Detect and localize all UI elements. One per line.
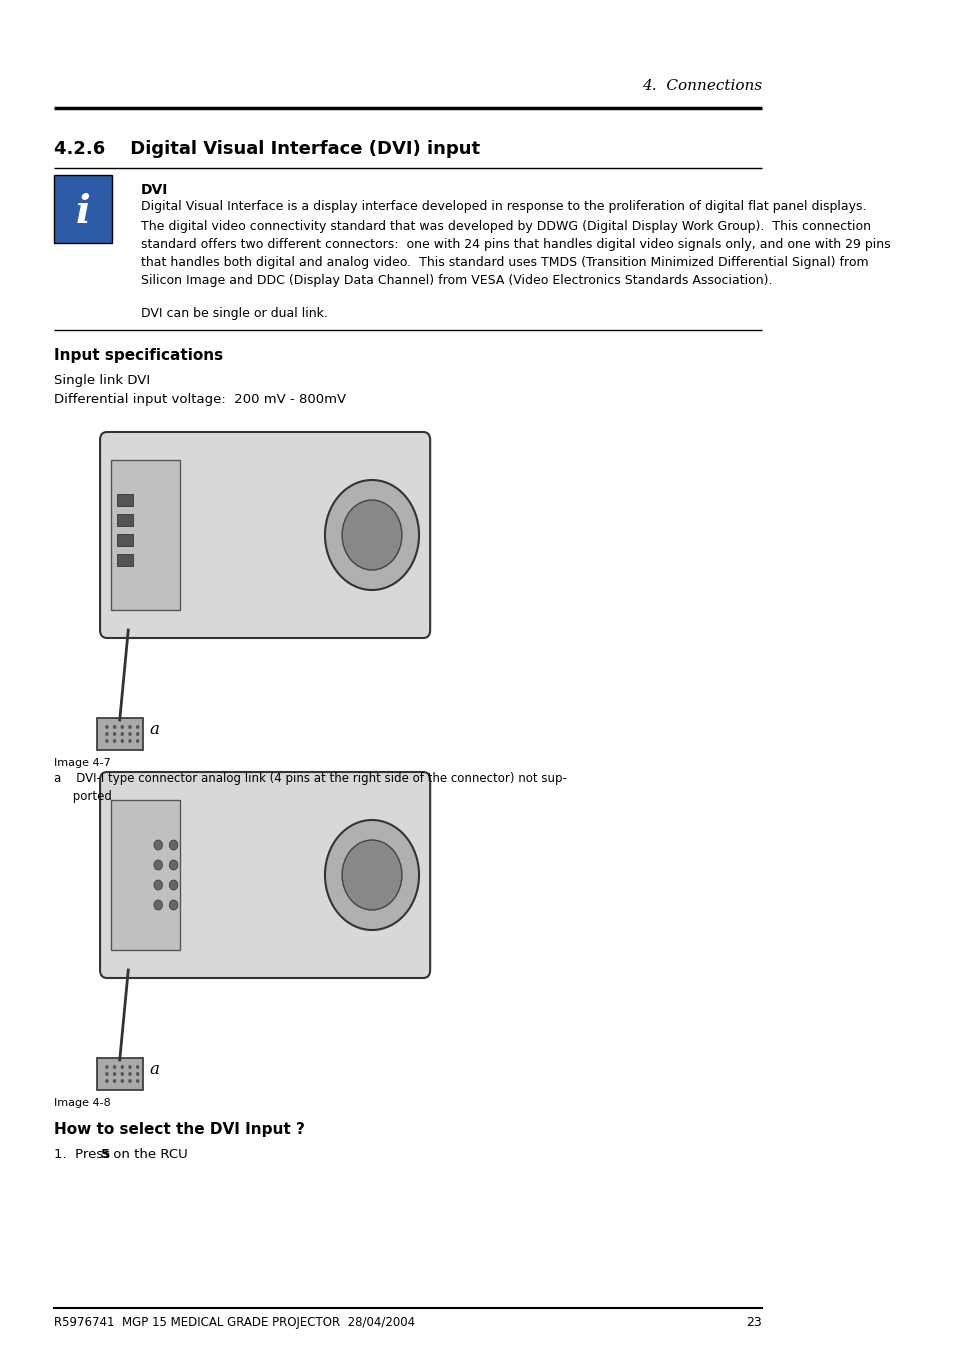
Circle shape: [105, 739, 109, 743]
Circle shape: [136, 1071, 139, 1075]
Text: a    DVI-I type connector analog link (4 pins at the right side of the connector: a DVI-I type connector analog link (4 pi…: [53, 771, 566, 802]
Circle shape: [120, 739, 124, 743]
Text: i: i: [75, 193, 91, 231]
Circle shape: [120, 725, 124, 730]
Text: Digital Visual Interface is a display interface developed in response to the pro: Digital Visual Interface is a display in…: [141, 200, 865, 213]
Circle shape: [112, 1079, 116, 1084]
Circle shape: [128, 739, 132, 743]
Circle shape: [120, 1079, 124, 1084]
Circle shape: [169, 880, 177, 890]
Text: R5976741  MGP 15 MEDICAL GRADE PROJECTOR  28/04/2004: R5976741 MGP 15 MEDICAL GRADE PROJECTOR …: [53, 1316, 415, 1329]
Circle shape: [105, 1065, 109, 1069]
Circle shape: [342, 500, 401, 570]
Circle shape: [169, 840, 177, 850]
FancyBboxPatch shape: [117, 513, 132, 526]
FancyBboxPatch shape: [117, 554, 132, 566]
FancyBboxPatch shape: [53, 176, 112, 243]
Text: on the RCU: on the RCU: [110, 1148, 188, 1161]
Text: 1.  Press: 1. Press: [53, 1148, 114, 1161]
FancyBboxPatch shape: [112, 800, 179, 950]
FancyBboxPatch shape: [117, 534, 132, 546]
Circle shape: [105, 725, 109, 730]
Text: a: a: [150, 721, 159, 739]
Circle shape: [112, 1071, 116, 1075]
Text: Differential input voltage:  200 mV - 800mV: Differential input voltage: 200 mV - 800…: [53, 393, 346, 407]
Circle shape: [128, 732, 132, 736]
Circle shape: [105, 1079, 109, 1084]
Text: The digital video connectivity standard that was developed by DDWG (Digital Disp: The digital video connectivity standard …: [141, 220, 890, 286]
Circle shape: [153, 900, 162, 911]
Text: Input specifications: Input specifications: [53, 349, 223, 363]
Circle shape: [120, 732, 124, 736]
Circle shape: [136, 725, 139, 730]
Circle shape: [325, 480, 418, 590]
Circle shape: [153, 840, 162, 850]
Circle shape: [169, 900, 177, 911]
Circle shape: [153, 880, 162, 890]
Text: DVI can be single or dual link.: DVI can be single or dual link.: [141, 307, 328, 320]
Circle shape: [153, 861, 162, 870]
Circle shape: [128, 1071, 132, 1075]
Text: a: a: [150, 1062, 159, 1078]
Text: DVI: DVI: [141, 182, 169, 197]
Circle shape: [128, 1079, 132, 1084]
Circle shape: [169, 861, 177, 870]
Circle shape: [128, 1065, 132, 1069]
Text: 5: 5: [101, 1148, 110, 1161]
Circle shape: [342, 840, 401, 911]
Text: 4.  Connections: 4. Connections: [641, 78, 761, 93]
Text: Image 4-8: Image 4-8: [53, 1098, 111, 1108]
Circle shape: [112, 739, 116, 743]
Circle shape: [136, 739, 139, 743]
Text: Image 4-7: Image 4-7: [53, 758, 111, 767]
FancyBboxPatch shape: [96, 1058, 143, 1090]
FancyBboxPatch shape: [96, 717, 143, 750]
Circle shape: [112, 732, 116, 736]
Circle shape: [105, 1071, 109, 1075]
FancyBboxPatch shape: [100, 432, 430, 638]
Circle shape: [120, 1071, 124, 1075]
Circle shape: [112, 1065, 116, 1069]
FancyBboxPatch shape: [112, 459, 179, 611]
Text: 23: 23: [745, 1316, 761, 1329]
Circle shape: [128, 725, 132, 730]
Text: Single link DVI: Single link DVI: [53, 374, 150, 386]
FancyBboxPatch shape: [100, 771, 430, 978]
FancyBboxPatch shape: [117, 494, 132, 507]
Circle shape: [136, 1065, 139, 1069]
Circle shape: [136, 732, 139, 736]
Text: How to select the DVI Input ?: How to select the DVI Input ?: [53, 1121, 304, 1138]
Circle shape: [120, 1065, 124, 1069]
Circle shape: [325, 820, 418, 929]
Text: 4.2.6    Digital Visual Interface (DVI) input: 4.2.6 Digital Visual Interface (DVI) inp…: [53, 141, 479, 158]
Circle shape: [136, 1079, 139, 1084]
Circle shape: [112, 725, 116, 730]
Circle shape: [105, 732, 109, 736]
